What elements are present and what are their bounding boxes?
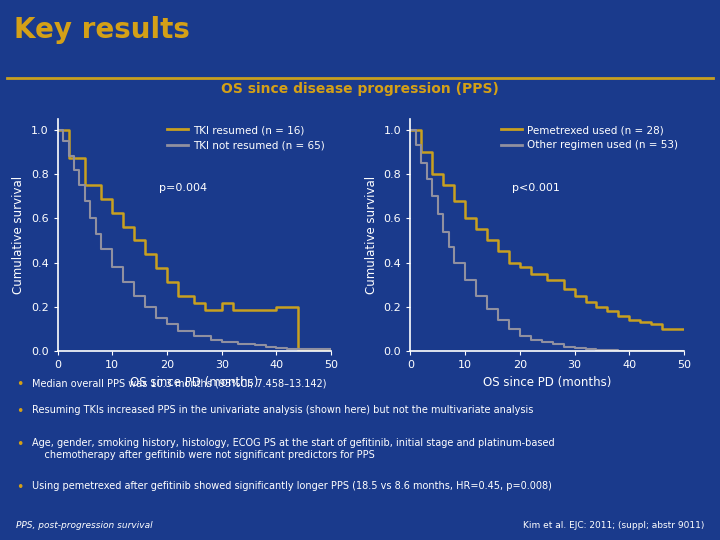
Text: OS since disease progression (PPS): OS since disease progression (PPS) bbox=[221, 82, 499, 96]
Text: p=0.004: p=0.004 bbox=[159, 183, 207, 193]
X-axis label: OS since PD (months): OS since PD (months) bbox=[483, 376, 611, 389]
Text: Key results: Key results bbox=[14, 16, 190, 44]
Text: Kim et al. EJC: 2011; (suppl; abstr 9011): Kim et al. EJC: 2011; (suppl; abstr 9011… bbox=[523, 521, 704, 530]
Text: Median overall PPS was 10.3 months (95%CI; 7.458–13.142): Median overall PPS was 10.3 months (95%C… bbox=[32, 378, 326, 388]
Text: •: • bbox=[16, 438, 23, 451]
Text: Resuming TKIs increased PPS in the univariate analysis (shown here) but not the : Resuming TKIs increased PPS in the univa… bbox=[32, 405, 533, 415]
Y-axis label: Cumulative survival: Cumulative survival bbox=[12, 176, 25, 294]
Legend: TKI resumed (n = 16), TKI not resumed (n = 65): TKI resumed (n = 16), TKI not resumed (n… bbox=[163, 121, 329, 154]
Text: PPS, post-progression survival: PPS, post-progression survival bbox=[16, 521, 153, 530]
Text: p<0.001: p<0.001 bbox=[512, 183, 559, 193]
Y-axis label: Cumulative survival: Cumulative survival bbox=[365, 176, 378, 294]
Text: •: • bbox=[16, 405, 23, 418]
X-axis label: OS since PD (months): OS since PD (months) bbox=[130, 376, 258, 389]
Legend: Pemetrexed used (n = 28), Other regimen used (n = 53): Pemetrexed used (n = 28), Other regimen … bbox=[497, 121, 682, 154]
Text: •: • bbox=[16, 481, 23, 494]
Text: Age, gender, smoking history, histology, ECOG PS at the start of gefitinib, init: Age, gender, smoking history, histology,… bbox=[32, 438, 554, 460]
Text: Using pemetrexed after gefitinib showed significantly longer PPS (18.5 vs 8.6 mo: Using pemetrexed after gefitinib showed … bbox=[32, 481, 552, 491]
Text: •: • bbox=[16, 378, 23, 391]
